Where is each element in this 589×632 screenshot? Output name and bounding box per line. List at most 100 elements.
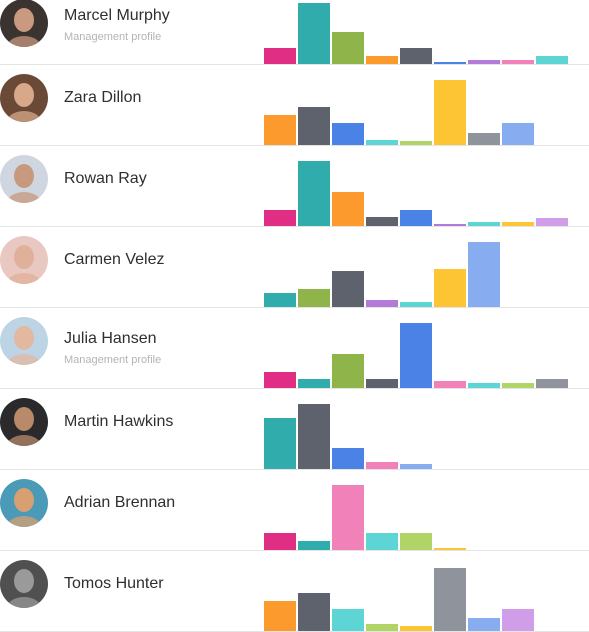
activity-bar-chart <box>264 389 574 469</box>
chart-bar <box>332 485 364 550</box>
chart-bar <box>366 56 398 64</box>
person-portrait-icon <box>0 398 48 446</box>
chart-bar <box>536 56 568 64</box>
chart-bar <box>400 48 432 64</box>
chart-bar <box>468 133 500 145</box>
person-name: Adrian Brennan <box>64 494 176 511</box>
person-portrait-icon <box>0 317 48 365</box>
chart-bar <box>400 533 432 550</box>
chart-bar <box>332 609 364 631</box>
person-name: Carmen Velez <box>64 251 165 268</box>
person-name: Rowan Ray <box>64 170 147 187</box>
chart-bar <box>332 354 364 388</box>
person-name: Zara Dillon <box>64 89 142 106</box>
person-portrait-icon <box>0 560 48 608</box>
chart-bar <box>332 271 364 307</box>
chart-bar <box>400 141 432 145</box>
chart-bar <box>298 593 330 631</box>
chart-bar <box>502 222 534 226</box>
chart-bar <box>366 624 398 631</box>
avatar <box>0 479 48 527</box>
chart-bar <box>298 541 330 550</box>
person-portrait-icon <box>0 479 48 527</box>
person-row[interactable]: Marcel Murphy Management profile <box>0 0 589 65</box>
profile-subtitle: Management profile <box>64 31 162 43</box>
chart-bar <box>264 210 296 226</box>
person-name: Tomos Hunter <box>64 575 164 592</box>
chart-bar <box>366 300 398 307</box>
person-portrait-icon <box>0 0 48 47</box>
person-portrait-icon <box>0 74 48 122</box>
chart-bar <box>264 48 296 64</box>
chart-bar <box>468 242 500 307</box>
chart-bar <box>434 224 466 226</box>
chart-bar <box>536 379 568 388</box>
person-row[interactable]: Julia Hansen Management profile <box>0 308 589 389</box>
chart-bar <box>264 115 296 145</box>
activity-bar-chart <box>264 146 574 226</box>
chart-bar <box>298 107 330 145</box>
chart-bar <box>366 217 398 226</box>
chart-bar <box>332 32 364 64</box>
chart-bar <box>468 383 500 388</box>
chart-bar <box>366 462 398 469</box>
chart-bar <box>298 379 330 388</box>
chart-bar <box>502 60 534 64</box>
avatar <box>0 74 48 122</box>
chart-bar <box>502 383 534 388</box>
chart-bar <box>298 3 330 64</box>
chart-bar <box>332 123 364 145</box>
chart-bar <box>434 381 466 388</box>
activity-bar-chart <box>264 227 574 307</box>
chart-bar <box>468 60 500 64</box>
chart-bar <box>298 289 330 307</box>
activity-bar-chart <box>264 65 574 145</box>
avatar <box>0 155 48 203</box>
avatar <box>0 398 48 446</box>
person-row[interactable]: Carmen Velez <box>0 227 589 308</box>
chart-bar <box>298 404 330 469</box>
chart-bar <box>468 222 500 226</box>
chart-bar <box>264 601 296 631</box>
person-row[interactable]: Martin Hawkins <box>0 389 589 470</box>
chart-bar <box>434 269 466 307</box>
chart-bar <box>332 192 364 226</box>
chart-bar <box>434 62 466 64</box>
chart-bar <box>536 218 568 226</box>
person-name: Marcel Murphy <box>64 7 170 24</box>
avatar <box>0 317 48 365</box>
avatar <box>0 0 48 47</box>
chart-bar <box>332 448 364 469</box>
chart-bar <box>366 379 398 388</box>
chart-bar <box>400 302 432 307</box>
chart-bar <box>298 161 330 226</box>
chart-bar <box>434 548 466 550</box>
avatar <box>0 560 48 608</box>
chart-bar <box>366 533 398 550</box>
chart-bar <box>434 568 466 631</box>
chart-bar <box>366 140 398 145</box>
chart-bar <box>502 123 534 145</box>
person-row[interactable]: Rowan Ray <box>0 146 589 227</box>
person-row[interactable]: Zara Dillon <box>0 65 589 146</box>
avatar <box>0 236 48 284</box>
person-name: Martin Hawkins <box>64 413 174 430</box>
activity-bar-chart <box>264 470 574 550</box>
chart-bar <box>264 372 296 388</box>
chart-bar <box>434 80 466 145</box>
chart-bar <box>264 418 296 469</box>
chart-bar <box>400 210 432 226</box>
profile-subtitle: Management profile <box>64 354 162 366</box>
chart-bar <box>264 293 296 307</box>
chart-bar <box>264 533 296 550</box>
person-row[interactable]: Adrian Brennan <box>0 470 589 551</box>
chart-bar <box>400 626 432 631</box>
person-portrait-icon <box>0 236 48 284</box>
chart-bar <box>502 609 534 631</box>
person-portrait-icon <box>0 155 48 203</box>
activity-bar-chart <box>264 0 574 64</box>
person-row[interactable]: Tomos Hunter <box>0 551 589 632</box>
activity-bar-chart <box>264 551 574 631</box>
chart-bar <box>400 323 432 388</box>
